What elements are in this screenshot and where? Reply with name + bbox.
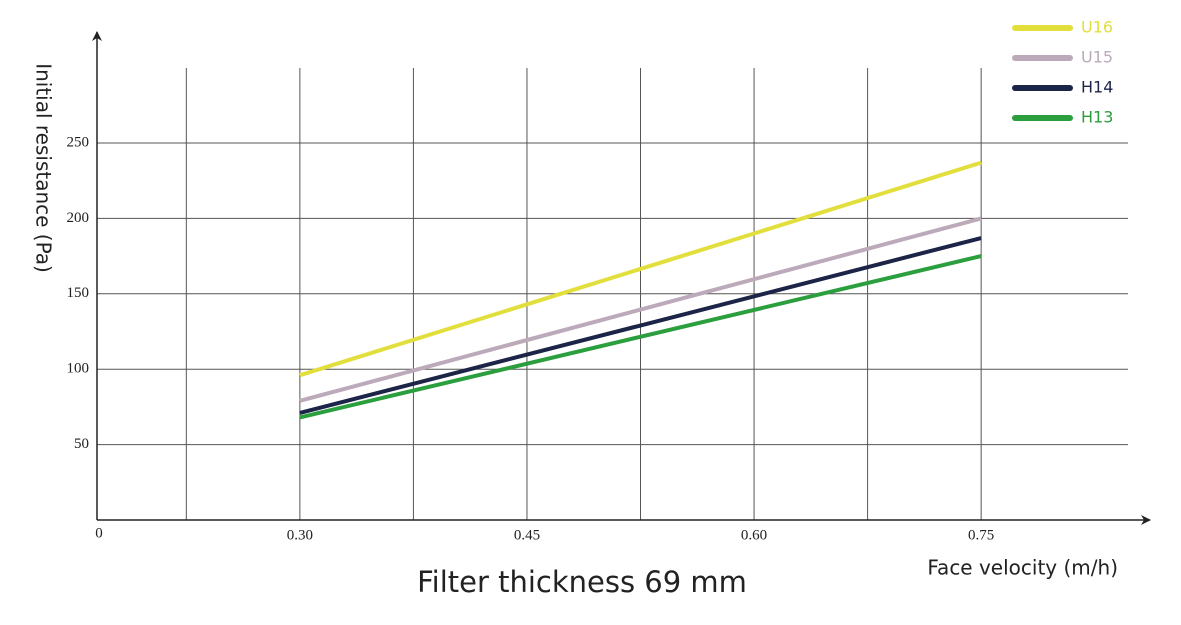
series-line xyxy=(299,254,982,420)
y-tick-label: 250 xyxy=(67,134,90,150)
y-axis-label: Initial resistance (Pa) xyxy=(32,63,56,273)
y-tick-label: 150 xyxy=(67,285,90,301)
series-line xyxy=(299,236,982,415)
x-tick-label: 0.75 xyxy=(968,527,994,543)
x-tick-label: 0.60 xyxy=(741,527,767,543)
x-tick-label: 0.30 xyxy=(287,527,313,543)
grid xyxy=(97,68,1128,520)
x-axis-label: Face velocity (m/h) xyxy=(927,556,1118,580)
y-tick-label: 100 xyxy=(67,361,90,377)
x-tick-label: 0.45 xyxy=(514,527,540,543)
y-tick-label: 50 xyxy=(74,436,89,452)
legend-label: H14 xyxy=(1081,78,1113,97)
legend-label: U16 xyxy=(1081,18,1113,37)
series-line xyxy=(299,160,982,378)
legend-label: U15 xyxy=(1081,48,1113,67)
legend-label: H13 xyxy=(1081,108,1113,127)
y-tick-label: 200 xyxy=(67,210,90,226)
origin-label: 0 xyxy=(95,525,103,541)
chart-title: Filter thickness 69 mm xyxy=(417,565,747,599)
series-line xyxy=(299,216,982,403)
